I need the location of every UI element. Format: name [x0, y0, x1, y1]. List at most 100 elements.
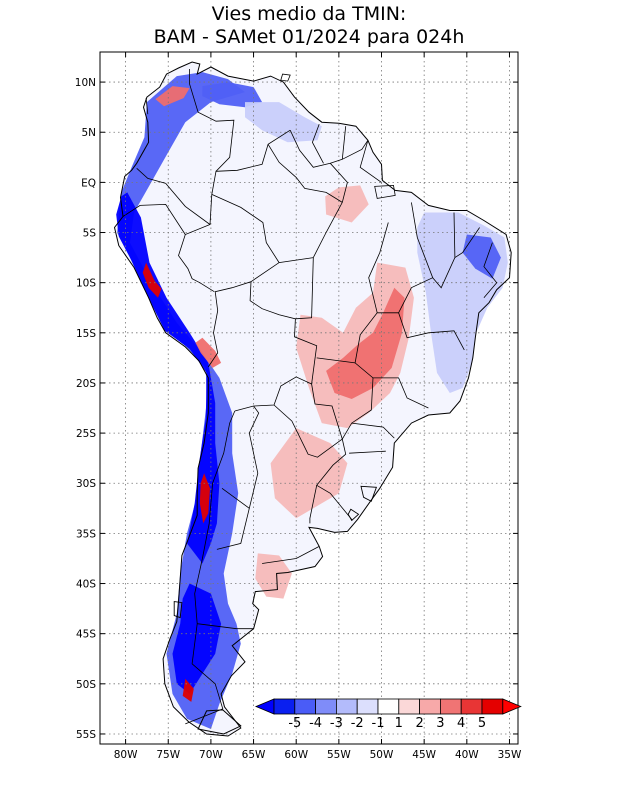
political-border: [368, 222, 389, 313]
political-border: [267, 144, 343, 203]
colorbar-swatch: [356, 698, 379, 715]
colorbar-arrow-max: [502, 698, 522, 715]
lat-tick-label: 10S: [76, 278, 96, 290]
political-border: [483, 242, 498, 298]
lat-tick-label: 35S: [76, 528, 96, 540]
blob-andes-red-3: [195, 337, 222, 368]
colorbar-label: -5: [288, 716, 301, 731]
political-border: [432, 212, 456, 289]
political-border: [197, 623, 254, 630]
blob-cerrado-pink: [296, 262, 414, 429]
colorbar-label: 3: [436, 716, 444, 731]
lat-tick-label: 40S: [76, 579, 96, 591]
colorbar-label: -4: [309, 716, 322, 731]
political-border: [207, 281, 318, 412]
political-border: [211, 194, 280, 263]
blob-south-pink: [270, 428, 348, 519]
blob-andes-blue: [117, 72, 245, 730]
political-border: [248, 405, 260, 509]
political-border: [354, 312, 429, 409]
lat-tick-label: 5S: [83, 228, 97, 240]
political-border: [359, 140, 382, 183]
colorbar-label: 4: [457, 716, 465, 731]
lat-tick-label: 45S: [76, 629, 96, 641]
colorbar-swatch: [273, 698, 296, 715]
political-border: [122, 203, 186, 235]
lon-tick-label: 40W: [455, 749, 479, 761]
political-border: [311, 383, 353, 521]
blob-andes-red-1: [199, 473, 210, 524]
colorbar-swatch: [335, 698, 358, 715]
chiloe-island: [173, 601, 183, 619]
blob-cerrado-red: [326, 287, 405, 399]
lon-tick-label: 35W: [498, 749, 522, 761]
blob-andes-red-4: [155, 86, 190, 107]
lon-tick-label: 55W: [327, 749, 351, 761]
map-area: 10N 5N EQ 5S 10S 15S 20S 25S 30S 35S 40S 45S 50S 55S 8…: [75, 51, 522, 761]
blob-patagonia-blue: [172, 583, 222, 694]
political-border: [145, 98, 149, 115]
lat-tick-label: 55S: [76, 729, 96, 741]
political-border: [165, 183, 211, 225]
coastline: [113, 61, 512, 737]
colorbar-label: 5: [478, 716, 486, 731]
colorbar-label: -1: [372, 716, 385, 731]
political-border: [309, 485, 318, 524]
lon-tick-label: 75W: [156, 749, 180, 761]
lat-tick-label: 50S: [76, 679, 96, 691]
political-border: [185, 410, 236, 725]
colorbar-label: 2: [415, 716, 423, 731]
lon-tick-label: 80W: [114, 749, 138, 761]
lon-tick-label: 50W: [370, 749, 394, 761]
marajo-island: [374, 184, 396, 199]
lon-tick-label: 60W: [284, 749, 308, 761]
lat-tick-label: 10N: [75, 77, 96, 89]
blob-venezuela-blue: [202, 82, 263, 108]
lat-tick-label: 15S: [76, 328, 96, 340]
colorbar-label: -2: [351, 716, 364, 731]
bias-field: [114, 62, 512, 736]
lagoa-dos-patos: [360, 485, 378, 502]
political-border: [349, 450, 386, 454]
trinidad-island: [280, 73, 291, 82]
lat-tick-label: 5N: [81, 127, 96, 139]
political-border: [262, 546, 320, 564]
colorbar-swatch: [377, 698, 400, 715]
political-border: [351, 422, 395, 439]
political-border: [341, 126, 347, 160]
lat-tick-label: 30S: [76, 478, 96, 490]
political-border: [216, 487, 250, 550]
lat-tick-label: 25S: [76, 428, 96, 440]
political-border: [273, 404, 343, 458]
colorbar-swatch: [315, 698, 337, 715]
title-line-2: BAM - SAMet 01/2024 para 024h: [154, 26, 465, 48]
lat-tick-label: 20S: [76, 378, 96, 390]
political-border: [316, 357, 356, 364]
colorbar-swatch: [481, 698, 504, 715]
political-border: [136, 168, 166, 184]
colorbar-swatch: [419, 698, 441, 715]
lon-tick-label: 45W: [412, 749, 436, 761]
political-border: [311, 124, 324, 164]
blob-andes-red-2: [142, 262, 162, 298]
political-border: [189, 69, 235, 172]
colorbar-swatch: [294, 698, 316, 715]
coastline-and-borders: [113, 61, 512, 737]
colorbar-label: -3: [330, 716, 343, 731]
map-frame: [99, 51, 519, 745]
blob-patagonia-pink: [255, 553, 292, 599]
colorbar: -5 -4 -3 -2 -1 1 2 3 4 5: [254, 698, 522, 731]
lagoa-mirim: [347, 508, 360, 522]
lon-tick-label: 70W: [199, 749, 223, 761]
tierra-del-fuego: [197, 709, 242, 735]
colorbar-swatch: [398, 698, 420, 715]
blob-andes-red-5: [182, 678, 194, 702]
axis-ticks: 10N 5N EQ 5S 10S 15S 20S 25S 30S 35S 40S 45S 50S 55S 8…: [75, 52, 522, 761]
colorbar-swatch: [460, 698, 483, 715]
colorbar-label: 1: [395, 716, 403, 731]
colorbar-swatch: [439, 698, 462, 715]
lon-tick-label: 65W: [242, 749, 266, 761]
political-border: [341, 377, 374, 440]
lat-tick-label: EQ: [81, 177, 96, 189]
